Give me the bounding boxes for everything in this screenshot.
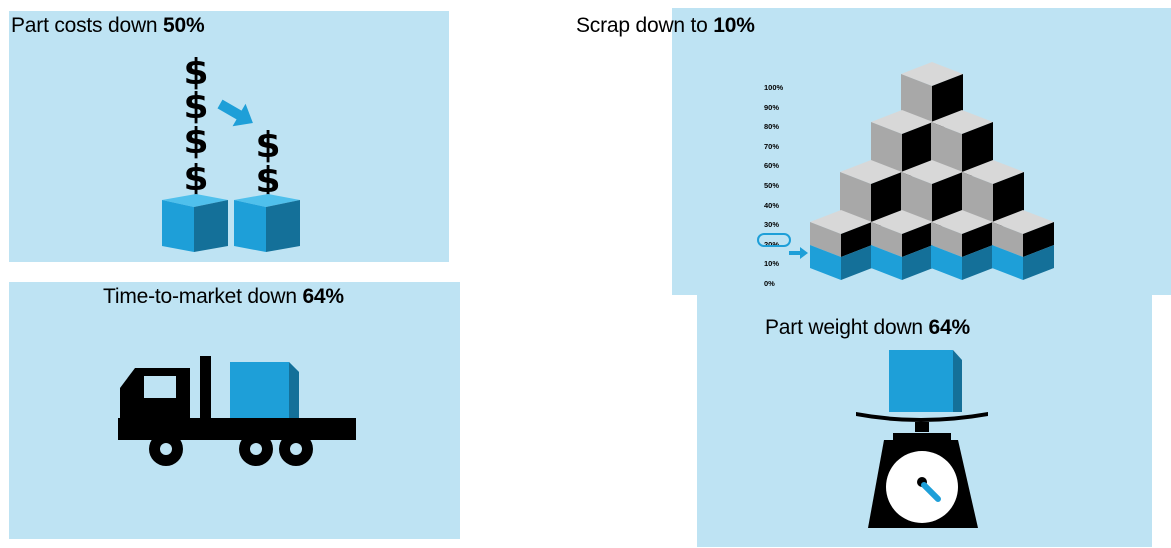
tick-label: 80% (764, 122, 780, 132)
cube-left-face (992, 222, 1023, 257)
cube-right-face (902, 222, 933, 257)
svg-text:$: $ (183, 86, 208, 127)
truck-icon (118, 356, 356, 466)
tick-label: 60% (764, 161, 780, 171)
time-to-market-title: Time-to-market down 64% (103, 285, 344, 309)
cube-right-face (962, 222, 993, 257)
time-to-market-title-value: 64% (302, 285, 344, 308)
cube-left-face (810, 222, 841, 257)
cube-right-face-blue (841, 245, 872, 280)
part-costs-title: Part costs down 50% (11, 14, 205, 38)
cube-left-face-blue (810, 245, 841, 280)
cube-right-face-blue (1023, 245, 1054, 280)
part-weight-title-prefix: Part weight down (765, 316, 929, 339)
tick-label: 70% (764, 141, 780, 151)
scrap-title-prefix: Scrap down to (576, 14, 714, 37)
time-to-market-title-prefix: Time-to-market down (103, 285, 303, 308)
tick-label: 50% (764, 180, 780, 190)
cube-right-face (1023, 222, 1054, 257)
cube-left-face (871, 222, 902, 257)
part-costs-title-value: 50% (163, 14, 205, 37)
part-weight-title: Part weight down 64% (765, 316, 970, 340)
dollar-stack-boxes-icon: $ $ $ $ $ $ (162, 52, 300, 252)
tick-label: 30% (764, 220, 780, 230)
cube-right-face (841, 222, 872, 257)
scrap-title-value: 10% (713, 14, 755, 37)
svg-text:$: $ (183, 158, 208, 199)
svg-text:$: $ (183, 121, 208, 162)
cube-left-face-blue (992, 245, 1023, 280)
tick-label: 90% (764, 102, 780, 112)
scrap-axis-ticks: 100% 90% 80% 70% 60% 50% 40% 30% 20% 10%… (764, 78, 804, 294)
svg-text:$: $ (183, 52, 208, 93)
svg-text:$: $ (255, 125, 280, 166)
cube-left-face-blue (931, 245, 962, 280)
tick-label: 10% (764, 259, 780, 269)
tick-label: 0% (764, 278, 775, 288)
cube-right-face-blue (902, 245, 933, 280)
cube-left-face-blue (871, 245, 902, 280)
cube-right-face-blue (962, 245, 993, 280)
part-weight-title-value: 64% (928, 316, 971, 339)
panel-part-costs (9, 11, 449, 262)
scrap-title: Scrap down to 10% (576, 14, 755, 38)
tick-label-highlighted: 20% (764, 239, 780, 249)
part-costs-title-prefix: Part costs down (11, 14, 164, 37)
tick-label: 100% (764, 83, 784, 92)
tick-label: 40% (764, 200, 780, 210)
cube-left-face (931, 222, 962, 257)
